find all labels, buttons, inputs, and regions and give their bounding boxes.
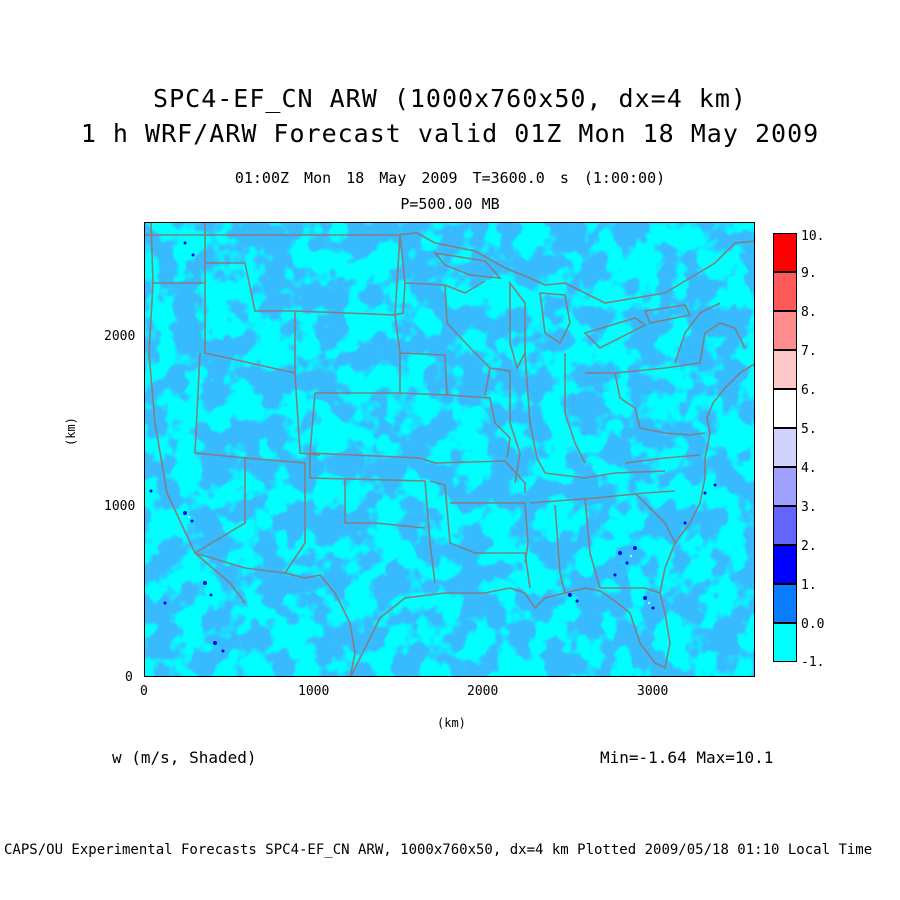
colorbar-swatch: [773, 584, 797, 623]
forecast-title: 1 h WRF/ARW Forecast valid 01Z Mon 18 Ma…: [80, 119, 820, 148]
x-tick-label: 0: [140, 684, 148, 699]
colorbar-swatch: [773, 233, 797, 272]
state-boundaries: [145, 223, 754, 676]
strong-updraft-spots: [149, 241, 717, 653]
colorbar-label: 10.: [801, 229, 825, 244]
colorbar-swatch: [773, 350, 797, 389]
y-tick-label: 0: [125, 670, 133, 685]
y-tick-label: 1000: [104, 499, 136, 514]
colorbar-swatch: [773, 272, 797, 311]
colorbar-swatch: [773, 467, 797, 506]
colorbar-swatch: [773, 545, 797, 584]
colorbar-label: 6.: [801, 383, 817, 398]
y-tick-label: 2000: [104, 329, 136, 344]
colorbar-swatch: [773, 428, 797, 467]
white-updraft-spots: [188, 516, 650, 604]
colorbar-label: 0.0: [801, 617, 825, 632]
colorbar-label: 2.: [801, 539, 817, 554]
x-axis-title: (km): [437, 716, 466, 730]
variable-label: w (m/s, Shaded): [112, 748, 257, 767]
colorbar-label: -1.: [801, 655, 825, 670]
colorbar-swatch: [773, 311, 797, 350]
updraft-shaded-regions: [145, 223, 754, 676]
colorbar-swatch: [773, 623, 797, 662]
colorbar-label: 9.: [801, 266, 817, 281]
colorbar-label: 4.: [801, 461, 817, 476]
colorbar-label: 8.: [801, 305, 817, 320]
colorbar-label: 5.: [801, 422, 817, 437]
vertical-velocity-shading: [145, 223, 754, 676]
min-max-readout: Min=-1.64 Max=10.1: [600, 748, 774, 767]
colorbar-swatch: [773, 506, 797, 545]
y-axis-title: (km): [64, 417, 78, 446]
pressure-level-subtitle: P=500.00 MB: [400, 195, 500, 213]
colorbar-label: 1.: [801, 578, 817, 593]
credit-line: CAPS/OU Experimental Forecasts SPC4-EF_C…: [4, 842, 873, 858]
x-tick-label: 2000: [467, 684, 499, 699]
x-tick-label: 1000: [298, 684, 330, 699]
colorbar-swatch: [773, 389, 797, 428]
colorbar-label: 3.: [801, 500, 817, 515]
colorbar-label: 7.: [801, 344, 817, 359]
map-title: SPC4-EF_CN ARW (1000x760x50, dx=4 km): [153, 84, 747, 113]
map-plot-area: [144, 222, 755, 677]
valid-time-subtitle: 01:00Z Mon 18 May 2009 T=3600.0 s (1:00:…: [234, 169, 666, 187]
x-tick-label: 3000: [637, 684, 669, 699]
